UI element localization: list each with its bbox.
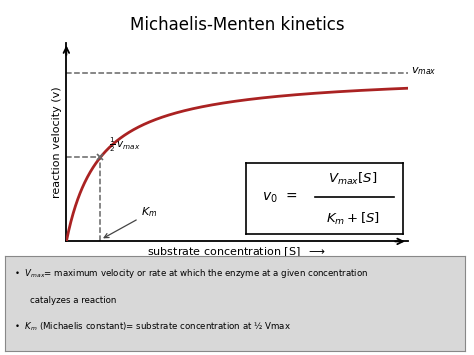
- Text: •  $V_{max}$= maximum velocity or rate at which the enzyme at a given concentrat: • $V_{max}$= maximum velocity or rate at…: [14, 267, 368, 280]
- Text: $K_m + [S]$: $K_m + [S]$: [326, 211, 380, 227]
- Text: $K_m$: $K_m$: [104, 206, 158, 238]
- X-axis label: substrate concentration [S]  $\longrightarrow$: substrate concentration [S] $\longrighta…: [147, 246, 327, 260]
- Text: $V_{max}[S]$: $V_{max}[S]$: [328, 171, 377, 187]
- Y-axis label: reaction velocity (v): reaction velocity (v): [52, 86, 62, 198]
- Text: $v_0$  =: $v_0$ =: [262, 190, 298, 204]
- Text: $v_{max}$: $v_{max}$: [411, 65, 437, 77]
- Text: Michaelis-Menten kinetics: Michaelis-Menten kinetics: [130, 16, 344, 34]
- Text: $\frac{1}{2}$$\,v_{max}$: $\frac{1}{2}$$\,v_{max}$: [109, 135, 140, 154]
- Text: •  $K_m$ (Michaelis constant)= substrate concentration at ½ Vmax: • $K_m$ (Michaelis constant)= substrate …: [14, 321, 291, 333]
- Text: catalyzes a reaction: catalyzes a reaction: [30, 296, 117, 305]
